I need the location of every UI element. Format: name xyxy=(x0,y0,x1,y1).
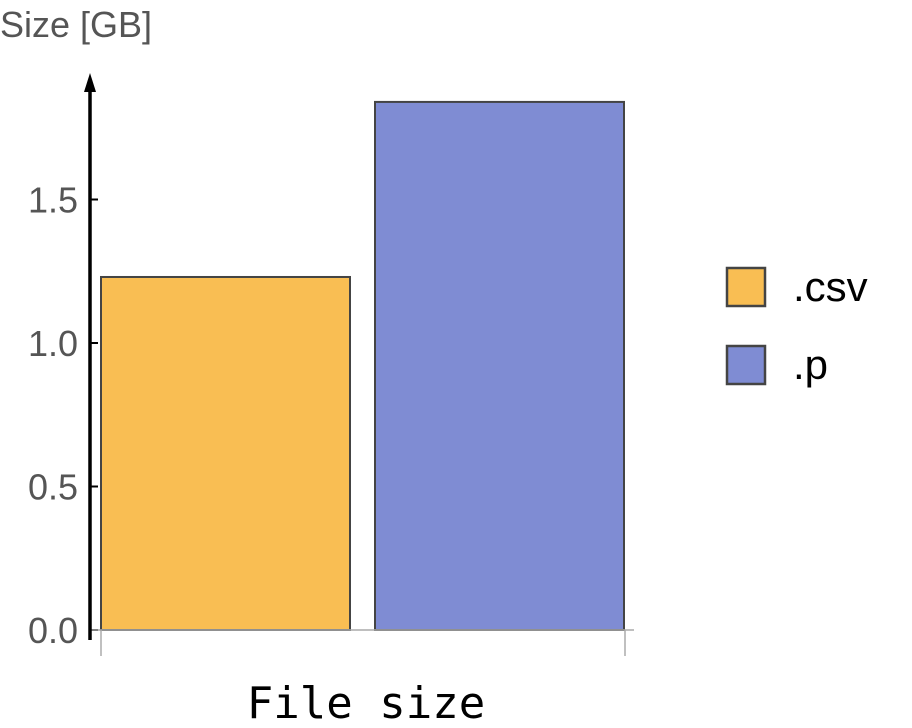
bar-p xyxy=(374,100,625,632)
legend-label: .csv xyxy=(793,263,868,310)
legend-label: .p xyxy=(793,341,828,388)
x-axis-label: File size xyxy=(247,678,485,728)
y-tick-label: 0.5 xyxy=(28,467,78,508)
y-tick-label: 1.0 xyxy=(28,323,78,364)
legend-swatch xyxy=(725,266,767,308)
legend-swatch xyxy=(725,344,767,386)
legend: .csv .p xyxy=(725,263,868,388)
y-axis-arrow-icon xyxy=(84,73,96,92)
bar-csv xyxy=(100,275,351,631)
y-tick-label: 1.5 xyxy=(28,180,78,221)
y-axis-label: Size [GB] xyxy=(0,4,152,45)
y-tick-label: 0.0 xyxy=(28,610,78,651)
